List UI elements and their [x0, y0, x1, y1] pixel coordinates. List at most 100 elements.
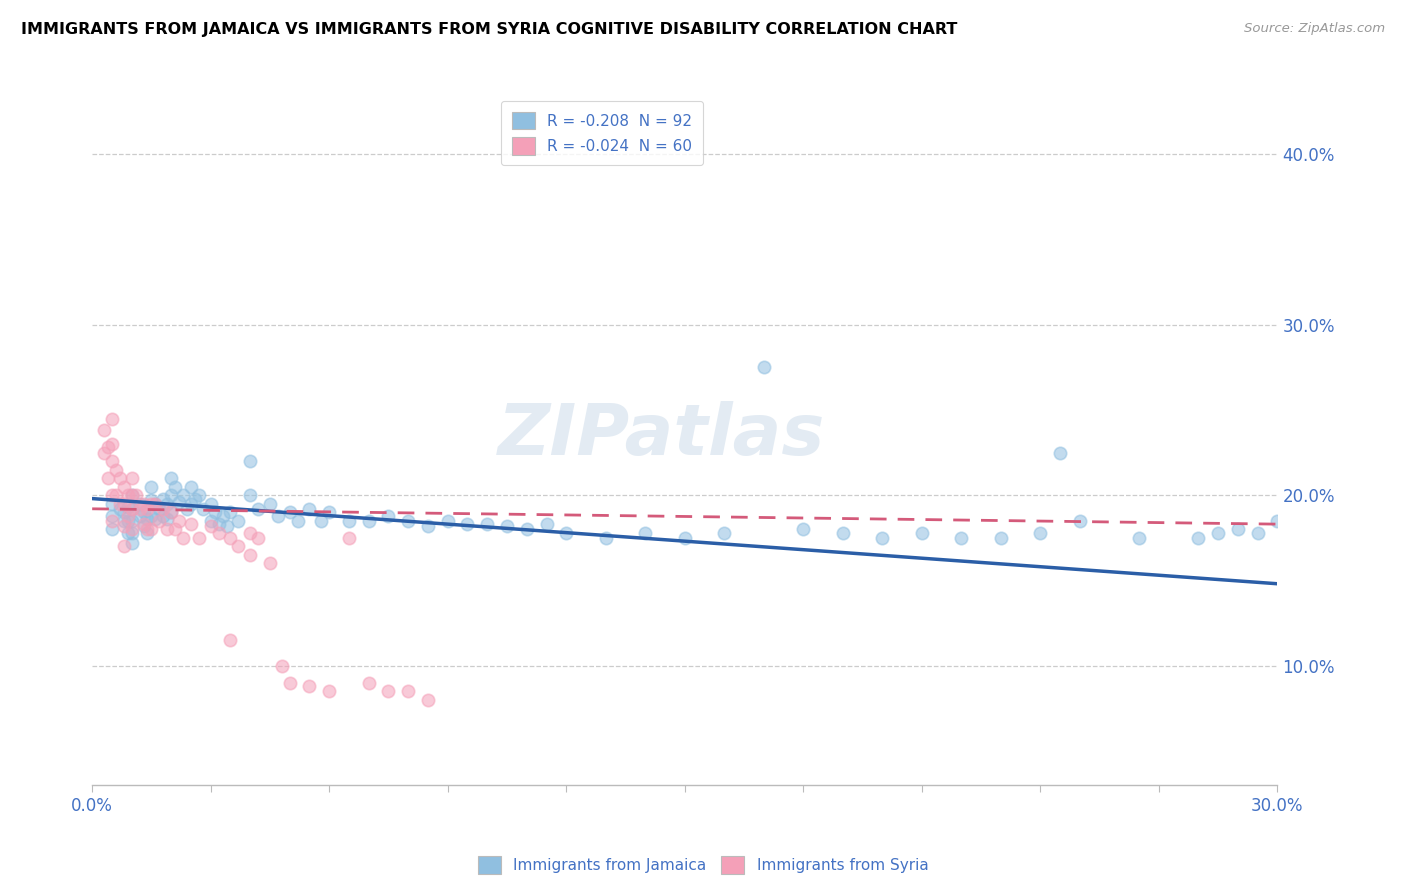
Point [752, 360, 775, 375]
Point [112, 514, 135, 528]
Point [108, 471, 131, 485]
Point [357, 675, 380, 690]
Point [112, 497, 135, 511]
Point [496, 519, 519, 533]
Point [311, 514, 333, 528]
Point [156, 497, 179, 511]
Point [117, 508, 139, 523]
Point [121, 471, 143, 485]
Point [219, 505, 242, 519]
Point [152, 491, 174, 506]
Point [101, 522, 124, 536]
Point [141, 493, 163, 508]
Point [270, 658, 292, 673]
Point [117, 500, 139, 514]
Point [167, 495, 190, 509]
Point [377, 508, 399, 523]
Point [97, 441, 120, 455]
Point [121, 514, 143, 528]
Point [1049, 445, 1071, 459]
Point [219, 632, 242, 647]
Point [239, 548, 262, 562]
Point [97, 471, 120, 485]
Point [1246, 525, 1268, 540]
Point [93, 424, 115, 438]
Point [121, 501, 143, 516]
Point [121, 488, 143, 502]
Point [165, 522, 187, 536]
Point [457, 517, 479, 532]
Point [259, 557, 281, 571]
Point [239, 525, 262, 540]
Point [595, 531, 617, 545]
Point [101, 454, 124, 468]
Point [128, 508, 150, 523]
Point [128, 497, 150, 511]
Point [101, 411, 124, 425]
Point [112, 539, 135, 553]
Point [187, 488, 209, 502]
Point [156, 522, 179, 536]
Point [1206, 525, 1229, 540]
Point [207, 525, 229, 540]
Point [184, 491, 207, 506]
Point [1029, 525, 1052, 540]
Point [831, 525, 853, 540]
Point [191, 501, 214, 516]
Point [104, 462, 127, 476]
Point [337, 531, 360, 545]
Point [101, 514, 124, 528]
Point [101, 437, 124, 451]
Point [204, 505, 226, 519]
Point [219, 531, 242, 545]
Point [132, 517, 155, 532]
Text: Source: ZipAtlas.com: Source: ZipAtlas.com [1244, 22, 1385, 36]
Point [215, 519, 238, 533]
Point [101, 497, 124, 511]
Point [228, 514, 250, 528]
Point [436, 514, 458, 528]
Point [377, 684, 399, 698]
Point [152, 508, 174, 523]
Point [990, 531, 1012, 545]
Point [180, 480, 202, 494]
Point [1267, 514, 1289, 528]
Point [247, 531, 270, 545]
Point [634, 525, 657, 540]
Point [267, 508, 290, 523]
Point [516, 522, 538, 536]
Point [136, 501, 159, 516]
Point [160, 505, 183, 519]
Point [713, 525, 735, 540]
Point [200, 514, 222, 528]
Point [555, 525, 578, 540]
Point [396, 514, 419, 528]
Point [121, 501, 143, 516]
Point [136, 525, 159, 540]
Text: ZIPatlas: ZIPatlas [498, 401, 825, 470]
Point [104, 488, 127, 502]
Point [117, 525, 139, 540]
Point [176, 501, 198, 516]
Point [121, 525, 143, 540]
Point [112, 480, 135, 494]
Point [108, 497, 131, 511]
Point [172, 531, 194, 545]
Point [141, 480, 163, 494]
Point [136, 512, 159, 526]
Point [337, 514, 360, 528]
Point [101, 508, 124, 523]
Point [160, 505, 183, 519]
Point [416, 519, 439, 533]
Point [124, 488, 146, 502]
Legend: R = -0.208  N = 92, R = -0.024  N = 60: R = -0.208 N = 92, R = -0.024 N = 60 [501, 101, 703, 165]
Point [121, 522, 143, 536]
Point [167, 514, 190, 528]
Point [536, 517, 558, 532]
Point [228, 539, 250, 553]
Point [160, 471, 183, 485]
Point [148, 514, 170, 528]
Point [136, 522, 159, 536]
Point [132, 497, 155, 511]
Point [132, 505, 155, 519]
